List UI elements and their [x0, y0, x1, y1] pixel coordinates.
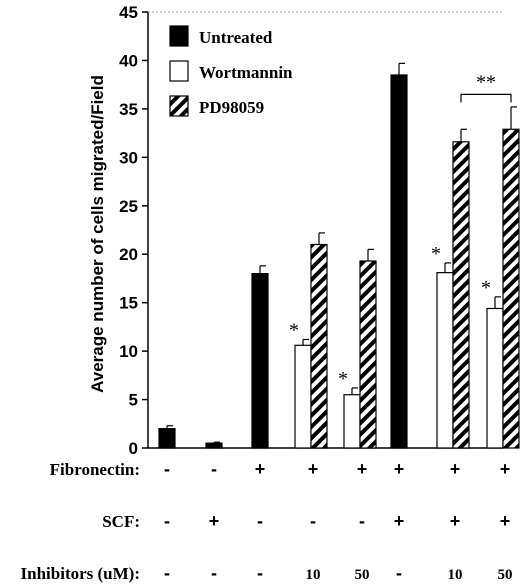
bar-pd98059 [452, 141, 470, 449]
condition-value: + [308, 459, 319, 479]
condition-value: + [394, 459, 405, 479]
bar-wortmannin [436, 272, 454, 449]
y-tick-label: 30 [119, 148, 138, 167]
condition-value: + [450, 459, 461, 479]
condition-value: + [500, 511, 511, 531]
condition-value: - [257, 511, 263, 531]
condition-value: 50 [355, 567, 370, 583]
y-tick-label: 15 [119, 294, 138, 313]
condition-value: + [209, 511, 220, 531]
legend-label-wortmannin: Wortmannin [199, 63, 293, 82]
y-tick-label: 0 [129, 439, 138, 458]
y-tick-label: 45 [119, 3, 138, 22]
bar-pd98059 [359, 260, 377, 449]
condition-value: + [255, 459, 266, 479]
bar-untreated [205, 442, 223, 449]
condition-value: - [310, 511, 316, 531]
condition-value: - [359, 511, 365, 531]
condition-value: 10 [448, 567, 463, 583]
significance-bracket [460, 93, 512, 103]
bar-untreated [158, 428, 176, 449]
bar-untreated [390, 74, 408, 449]
legend-label-pd98059: PD98059 [199, 98, 264, 117]
condition-value: - [164, 511, 170, 531]
bar-wortmannin [294, 344, 312, 449]
condition-value: 10 [306, 567, 321, 583]
condition-value: - [164, 563, 170, 583]
y-tick-label: 10 [119, 342, 138, 361]
y-tick-label: 25 [119, 197, 138, 216]
condition-value: - [257, 563, 263, 583]
condition-value: - [164, 459, 170, 479]
condition-row-label: Fibronectin: [50, 460, 140, 479]
condition-value: + [450, 511, 461, 531]
y-axis-title: Average number of cells migrated/Field [88, 75, 107, 393]
y-tick-label: 40 [119, 51, 138, 70]
significance-star: * [289, 319, 299, 341]
significance-bracket-label: ** [476, 71, 496, 93]
significance-star: * [431, 243, 441, 265]
condition-row-label: SCF: [102, 512, 140, 531]
y-tick-label: 5 [129, 391, 138, 410]
condition-value: - [396, 563, 402, 583]
condition-value: + [357, 459, 368, 479]
bar-wortmannin [486, 307, 504, 449]
condition-value: 50 [498, 567, 513, 583]
bar-pd98059 [502, 128, 520, 449]
condition-value: + [500, 459, 511, 479]
condition-value: - [211, 459, 217, 479]
legend-swatch-wortmannin [169, 60, 189, 82]
legend-label-untreated: Untreated [199, 28, 273, 47]
bar-pd98059 [310, 243, 328, 449]
legend-swatch-untreated [169, 25, 189, 47]
condition-value: - [211, 563, 217, 583]
bar-wortmannin [343, 394, 361, 449]
y-tick-label: 20 [119, 245, 138, 264]
bar-untreated [251, 273, 269, 449]
significance-star: * [481, 277, 491, 299]
legend-swatch-pd98059 [169, 95, 189, 117]
significance-star: * [338, 368, 348, 390]
condition-value: + [394, 511, 405, 531]
condition-row-label: Inhibitors (uM): [21, 564, 140, 583]
y-tick-label: 35 [119, 100, 138, 119]
